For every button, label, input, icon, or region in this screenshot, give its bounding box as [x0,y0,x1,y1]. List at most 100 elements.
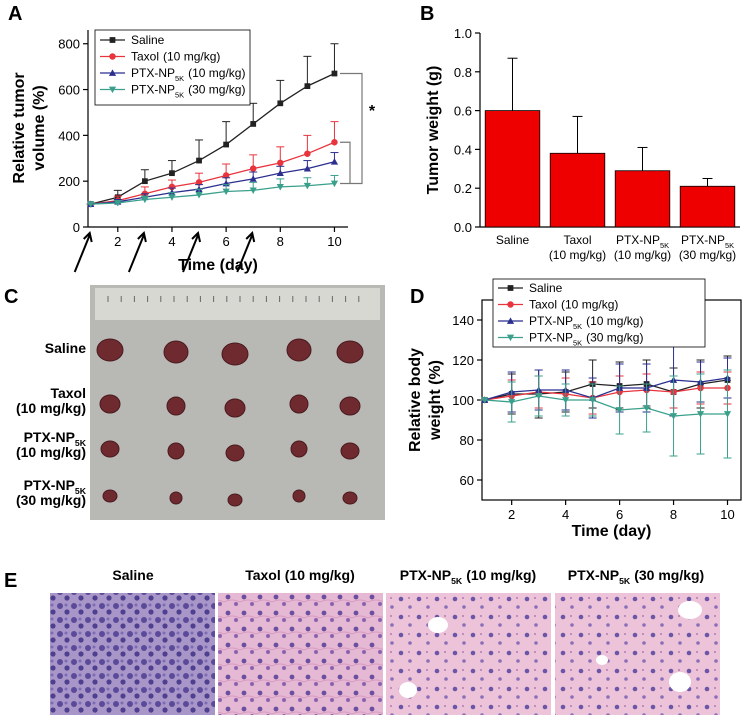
histology-image [50,593,215,715]
legend-label-text: Saline [529,281,563,295]
legend-label-dose: (10 mg/kg) [163,50,220,64]
marker [330,180,339,188]
marker [249,175,257,182]
error-bar [330,43,339,74]
vessel [669,672,691,692]
x-tick-label-text: PTX-NP [681,233,725,247]
histology-panel [50,593,720,715]
marker [696,411,705,418]
marker [506,317,515,324]
marker [114,200,122,207]
y-tick-label: 60 [460,473,474,488]
marker [249,187,257,194]
marker [196,157,202,164]
y-tick-label: 0.2 [454,181,472,196]
marker [169,170,175,177]
marker [250,121,257,127]
y-tick-label: 200 [58,174,80,189]
image-title-sub: 5K [619,576,631,586]
bar [484,110,541,228]
marker [331,70,338,77]
marker [223,141,230,148]
error-bar [303,55,312,87]
row-label: PTX-NP5K (10 mg/kg) [16,429,87,460]
x-tick-label-sub: 5K [725,241,734,250]
y-tick-label: 100 [452,393,474,408]
x-tick-label: PTX-NP5K (10 mg/kg) [614,233,671,262]
legend-label-dose: (10 mg/kg) [561,298,618,312]
panel-label: C [4,286,18,308]
marker [108,86,117,94]
marker [277,100,284,107]
image-title-dose: (10 mg/kg) [466,567,536,583]
marker [304,83,311,90]
tumor [336,340,364,364]
error-bar [507,57,518,111]
marker [507,301,514,308]
error-bar [330,121,339,143]
panel-label: D [410,286,424,308]
y-tick-label: 800 [58,37,80,52]
marker [562,397,570,404]
legend-label-sub: 5K [175,74,184,83]
legend-box [94,29,251,106]
marker [195,179,203,186]
y-tick-label: 600 [58,83,80,98]
panel-label: B [420,3,434,25]
marker [506,334,515,342]
tumor [102,489,118,503]
annotation: * [369,103,376,120]
dosing-arrow [182,231,202,273]
x-tick-label-text: PTX-NP [616,233,660,247]
vessel [428,617,448,633]
marker [303,182,311,190]
legend-label: PTX-NP5K (10 mg/kg) [529,314,643,331]
marker [304,150,311,157]
tumor [292,489,306,503]
series-line [90,72,335,205]
tumor [340,442,360,460]
legend-label: Taxol (10 mg/kg) [131,50,220,64]
marker [589,397,597,404]
legend-label: PTX-NP5K (10 mg/kg) [131,66,245,83]
row-label-dose: (10 mg/kg) [16,400,86,416]
panel-label: E [4,570,17,592]
dosing-arrow [236,231,256,273]
row-label-sub: 5K [75,486,87,496]
legend-label-dose: (10 mg/kg) [188,66,245,80]
marker [141,196,149,204]
legend-label-text: PTX-NP [529,314,573,328]
image-title: Taxol (10 mg/kg) [245,567,355,583]
tumor [167,442,185,460]
row-label-text: PTX-NP [24,477,75,493]
bar [679,185,736,228]
y-tick-label: 80 [460,433,474,448]
tumor [99,394,121,414]
y-axis-label: Relative tumor volume (%) [11,72,48,183]
error-bar [276,79,285,104]
legend-label: PTX-NP5K (30 mg/kg) [131,83,245,100]
marker [249,165,257,172]
marker [507,285,514,291]
histology-image [218,593,383,715]
tumor [96,338,124,362]
tumor [163,340,189,364]
x-tick-label-sub: 5K [660,241,669,250]
y-tick-label: 0.4 [454,142,472,157]
error-bar [572,115,583,154]
x-tick-label-dose: (10 mg/kg) [549,248,606,262]
image-title-text: PTX-NP [400,567,451,583]
marker [508,399,516,406]
y-tick-label: 140 [452,313,474,328]
series-line [484,377,728,401]
error-bar [702,178,713,187]
x-tick-label: Saline [496,233,530,247]
tumor [100,440,120,458]
x-tick-label-text: Saline [496,233,530,247]
x-tick-label: 8 [670,507,677,522]
image-title: PTX-NP5K (30 mg/kg) [568,567,704,586]
tumor [166,396,186,416]
marker [303,164,311,172]
row-label-sub: 5K [75,438,87,448]
marker [222,172,230,179]
